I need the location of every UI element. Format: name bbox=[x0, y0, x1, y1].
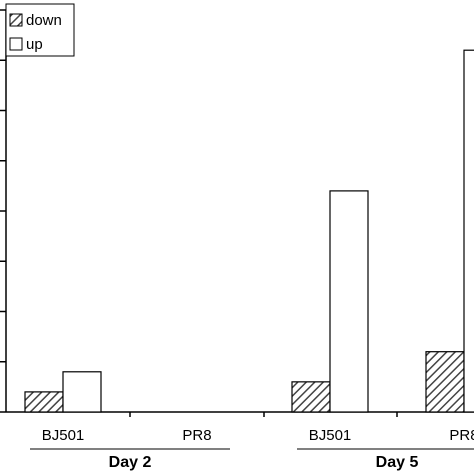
bar-up-bj501-0 bbox=[62, 371, 102, 413]
axes bbox=[5, 10, 474, 413]
x-tick-label: PR8 bbox=[182, 427, 211, 444]
legend-label-down: down bbox=[26, 12, 62, 29]
group-labels: Day 2 Day 5 bbox=[30, 448, 474, 471]
group-label: Day 5 bbox=[376, 454, 419, 471]
x-ticks bbox=[129, 412, 398, 417]
bar-up-pr8-3 bbox=[463, 49, 474, 413]
x-tick-label: BJ501 bbox=[42, 427, 85, 444]
x-tick-label: PR8 bbox=[449, 427, 474, 444]
legend-swatch-up bbox=[9, 37, 23, 51]
bar-down-pr8-3 bbox=[425, 351, 465, 413]
x-tick-labels: BJ501 PR8 BJ501 PR8 bbox=[42, 427, 474, 444]
bar-up-bj501-2 bbox=[329, 190, 369, 413]
legend-swatch-down bbox=[9, 13, 23, 27]
bar-down-bj501-0 bbox=[24, 391, 64, 413]
x-tick-label: BJ501 bbox=[309, 427, 352, 444]
legend-label-up: up bbox=[26, 36, 43, 53]
bar-down-bj501-2 bbox=[291, 381, 331, 413]
legend: down up bbox=[5, 3, 75, 57]
group-label: Day 2 bbox=[109, 454, 152, 471]
y-ticks bbox=[0, 9, 6, 413]
bars bbox=[24, 49, 474, 413]
